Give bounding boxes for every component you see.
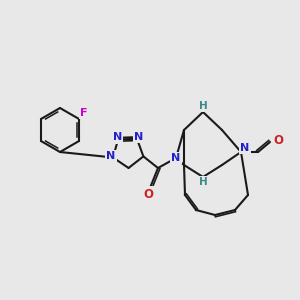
Text: O: O [273,134,283,146]
Text: F: F [80,108,88,118]
Text: N: N [112,132,122,142]
Text: N: N [134,132,144,142]
Text: O: O [143,188,153,200]
Text: H: H [199,101,207,111]
Text: N: N [106,152,116,161]
Text: N: N [171,153,181,163]
Text: N: N [240,143,250,153]
Text: H: H [199,177,207,187]
